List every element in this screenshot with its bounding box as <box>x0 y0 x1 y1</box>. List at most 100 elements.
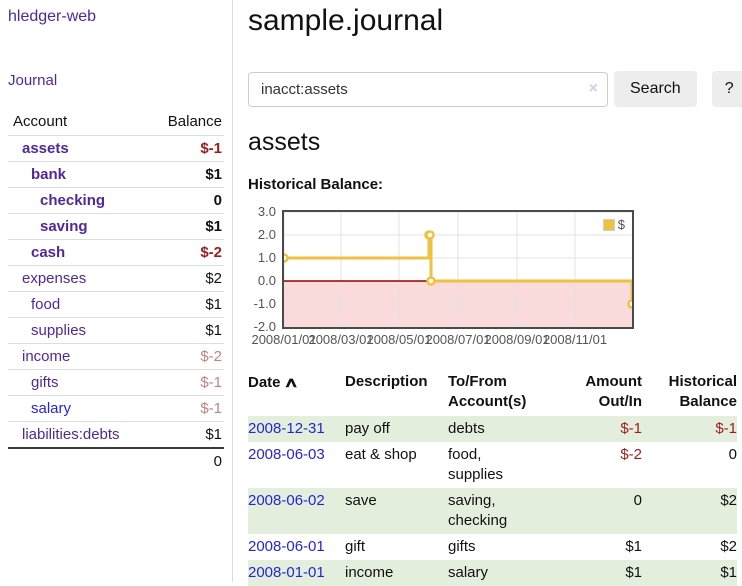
sort-ascending-icon: ∧ <box>282 374 299 390</box>
account-balance: $1 <box>148 161 224 188</box>
x-tick-label: 2008/01/01 <box>251 332 317 347</box>
account-balance: $1 <box>148 317 224 344</box>
search-button[interactable]: Search <box>614 71 697 107</box>
transaction-date-link[interactable]: 2008-06-02 <box>248 492 325 509</box>
transaction-amount: $1 <box>625 564 642 581</box>
y-tick-label: 2.0 <box>257 227 276 242</box>
account-link-expenses[interactable]: expenses <box>22 270 87 287</box>
search-input[interactable] <box>248 71 608 107</box>
accounts-header-account: Account <box>13 113 68 130</box>
account-row: liabilities:debts $1 <box>8 421 224 448</box>
y-tick-label: -1.0 <box>253 296 276 311</box>
account-link-checking[interactable]: checking <box>40 192 106 209</box>
account-link-gifts[interactable]: gifts <box>31 374 59 391</box>
transaction-amount: $1 <box>625 538 642 555</box>
account-row: gifts $-1 <box>8 369 224 396</box>
transaction-row: 2008-12-31 pay off debts $-1 $-1 <box>248 416 737 442</box>
account-row: bank $1 <box>8 161 224 188</box>
transactions-header-row: Date ∧ Description To/From Account(s) Amo… <box>248 369 737 416</box>
account-row: checking 0 <box>8 187 224 214</box>
account-balance: $-1 <box>148 135 224 162</box>
account-link-bank[interactable]: bank <box>31 166 67 183</box>
chart-title: Historical Balance: <box>248 176 384 193</box>
account-row: food $1 <box>8 291 224 318</box>
account-row: expenses $2 <box>8 265 224 292</box>
account-row: income $-2 <box>8 343 224 370</box>
transaction-description: gift <box>345 538 366 555</box>
transaction-date-link[interactable]: 2008-06-01 <box>248 538 325 555</box>
y-tick-label: 1.0 <box>257 250 276 265</box>
header-description: Description <box>345 373 428 390</box>
historical-balance-chart: $ 3.0 2.0 1.0 0.0 -1.0 -2.0 2008/01/01 2008/03/… <box>248 202 648 352</box>
transaction-accounts: saving, checking <box>448 492 508 529</box>
transaction-date-link[interactable]: 2008-12-31 <box>248 420 325 437</box>
transaction-description: pay off <box>345 420 390 437</box>
y-tick-label: 3.0 <box>257 204 276 219</box>
account-balance: 0 <box>148 187 224 214</box>
sidebar-item-journal[interactable]: Journal <box>8 72 58 89</box>
y-tick-label: 0.0 <box>257 273 276 288</box>
transaction-balance: 0 <box>728 446 737 463</box>
account-balance: $-1 <box>148 369 224 396</box>
transaction-amount: 0 <box>633 492 642 509</box>
transaction-description: eat & shop <box>345 446 417 463</box>
transaction-balance: $2 <box>720 492 737 509</box>
transaction-row: 2008-01-01 income salary $1 $1 <box>248 560 737 586</box>
chart-plot-area: $ <box>282 210 634 329</box>
account-row: salary $-1 <box>8 395 224 422</box>
page-title: sample.journal <box>248 4 444 37</box>
account-link-assets[interactable]: assets <box>22 140 69 157</box>
account-balance: $1 <box>148 421 224 448</box>
account-balance: $-2 <box>148 239 224 266</box>
transaction-balance: $1 <box>720 564 737 581</box>
account-link-income[interactable]: income <box>22 348 71 365</box>
account-link-supplies[interactable]: supplies <box>31 322 87 339</box>
account-link-cash[interactable]: cash <box>31 244 66 261</box>
transaction-accounts: gifts <box>448 538 476 555</box>
transaction-amount: $-2 <box>620 446 642 463</box>
legend-series-label: $ <box>617 217 625 232</box>
account-balance: $-1 <box>148 395 224 422</box>
account-link-saving[interactable]: saving <box>40 218 88 235</box>
chart-canvas <box>284 212 632 327</box>
account-balance: $-2 <box>148 343 224 370</box>
y-tick-label: -2.0 <box>253 319 276 334</box>
main-content: sample.journal × Search ? assets Histori… <box>233 0 742 586</box>
accounts-total-value: 0 <box>148 447 224 474</box>
transaction-description: save <box>345 492 377 509</box>
x-tick-label: 2008/11/01 <box>542 332 608 347</box>
header-historical-balance: Historical Balance <box>668 373 737 410</box>
account-balance: $2 <box>148 265 224 292</box>
x-tick-label: 2008/05/01 <box>366 332 432 347</box>
account-link-food[interactable]: food <box>31 296 61 313</box>
accounts-table: Account Balance assets $-1 bank $1 check… <box>8 109 224 474</box>
account-balance: $1 <box>148 291 224 318</box>
transaction-row: 2008-06-01 gift gifts $1 $2 <box>248 534 737 560</box>
transactions-table: Date ∧ Description To/From Account(s) Amo… <box>248 369 737 586</box>
header-date[interactable]: Date ∧ <box>248 374 299 391</box>
transaction-accounts: debts <box>448 420 485 437</box>
transaction-description: income <box>345 564 394 581</box>
transaction-accounts: salary <box>448 564 489 581</box>
transaction-date-link[interactable]: 2008-06-03 <box>248 446 325 463</box>
legend-series-swatch <box>602 218 615 231</box>
accounts-header-row: Account Balance <box>8 109 224 136</box>
transaction-date-link[interactable]: 2008-01-01 <box>248 564 325 581</box>
accounts-total-row: 0 <box>8 447 224 474</box>
chart-legend: $ <box>602 217 625 232</box>
help-button[interactable]: ? <box>711 71 742 107</box>
header-amount-outin: Amount Out/In <box>585 373 642 410</box>
account-row: supplies $1 <box>8 317 224 344</box>
transaction-accounts: food, supplies <box>448 446 504 483</box>
account-row: saving $1 <box>8 213 224 240</box>
x-tick-label: 2008/07/01 <box>425 332 491 347</box>
header-tofrom-accounts: To/From Account(s) <box>448 373 527 410</box>
account-link-salary[interactable]: salary <box>31 400 72 417</box>
account-link-liabilities-debts[interactable]: liabilities:debts <box>22 426 120 443</box>
account-heading: assets <box>248 128 321 156</box>
brand-link[interactable]: hledger-web <box>8 8 97 25</box>
x-tick-label: 2008/09/01 <box>484 332 550 347</box>
transaction-row: 2008-06-03 eat & shop food, supplies $-2… <box>248 442 737 488</box>
accounts-header-balance: Balance <box>167 113 222 130</box>
clear-search-icon[interactable]: × <box>588 79 598 97</box>
